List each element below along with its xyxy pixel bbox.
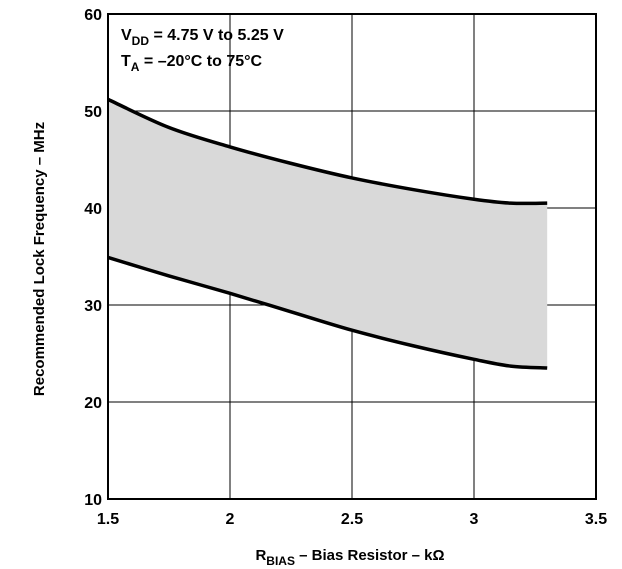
frequency-band-area (108, 99, 548, 369)
plot-frame (107, 13, 597, 500)
x-tick-label: 1.5 (97, 511, 119, 528)
x-tick-label: 2.5 (341, 511, 363, 528)
annotation-line-2: TA = –20°C to 75°C (121, 53, 263, 74)
upper-limit-line (107, 97, 548, 206)
tick-labels: 1.5 2 2.5 3 3.5 10 20 30 40 50 60 (84, 7, 607, 528)
y-tick-label: 30 (84, 298, 102, 315)
y-axis-label: Recommended Lock Frequency – MHz (31, 122, 48, 396)
x-axis-label: RBIAS – Bias Resistor – kΩ (255, 547, 444, 568)
y-tick-label: 60 (84, 7, 102, 24)
y-tick-label: 10 (84, 492, 102, 509)
x-tick-label: 3 (470, 511, 479, 528)
y-tick-label: 50 (84, 104, 102, 121)
x-tick-label: 2 (226, 511, 235, 528)
x-tick-label: 3.5 (585, 511, 607, 528)
annotation-line-1: VDD = 4.75 V to 5.25 V (121, 27, 284, 48)
lower-limit-line (107, 255, 548, 370)
y-tick-label: 40 (84, 201, 102, 218)
y-tick-label: 20 (84, 395, 102, 412)
